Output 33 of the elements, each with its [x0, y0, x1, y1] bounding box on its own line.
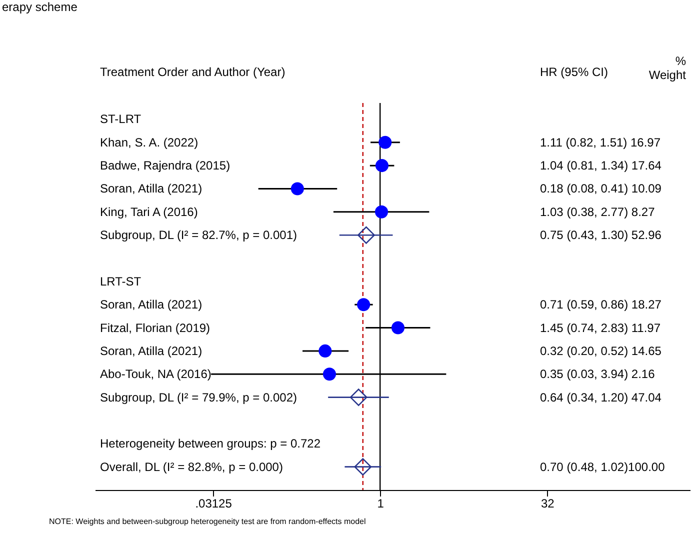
annotation: 1.45 (0.74, 2.83) 11.97	[540, 320, 661, 335]
annotation: 0.70 (0.48, 1.02)100.00	[540, 460, 666, 474]
x-tick-label: .03125	[195, 496, 232, 510]
y-tick-label: Heterogeneity between groups: p = 0.722	[100, 436, 321, 451]
text: NOTE: Weights and between-subgroup heterogeneity test are from random-effects model	[49, 517, 366, 526]
x-tick-label: 32	[540, 496, 555, 510]
y-axis-title: Treatment Order and Author (Year)	[100, 65, 286, 79]
text: HR (95% CI)	[540, 65, 608, 79]
y-tick-label: Abo-Touk, NA (2016)	[100, 367, 212, 382]
annotation: 0.32 (0.20, 0.52) 14.65	[540, 344, 662, 358]
chart-title: erapy scheme	[2, 0, 78, 14]
annotation: 0.18 (0.08, 0.41) 10.09	[540, 182, 662, 196]
annotation: 1.03 (0.38, 2.77) 8.27	[540, 204, 656, 219]
annotation: 0.35 (0.03, 3.94) 2.16	[540, 367, 656, 382]
y-tick-label: ST-LRT	[100, 112, 142, 126]
y-tick-label: Soran, Atilla (2021)	[100, 298, 202, 312]
y-tick-label: LRT-ST	[100, 274, 142, 288]
y-tick-label: Subgroup, DL (I² = 79.9%, p = 0.002)	[100, 390, 298, 404]
y-tick-label: Soran, Atilla (2021)	[100, 344, 202, 358]
y-tick-label: King, Tari A (2016)	[100, 204, 198, 219]
y-tick-label: Subgroup, DL (I² = 82.7%, p = 0.001)	[100, 228, 298, 242]
annotation: 1.11 (0.82, 1.51) 16.97	[540, 135, 661, 150]
x-tick-label: 1	[377, 496, 384, 510]
y-tick-label: Fitzal, Florian (2019)	[100, 320, 210, 335]
text: % Weight	[648, 54, 687, 82]
y-tick-label: Overall, DL (I² = 82.8%, p = 0.000)	[100, 460, 283, 474]
y-tick-label: Khan, S. A. (2022)	[100, 135, 198, 150]
annotation: 0.71 (0.59, 0.86) 18.27	[540, 298, 662, 312]
annotation: 0.75 (0.43, 1.30) 52.96	[540, 228, 662, 242]
y-tick-label: Soran, Atilla (2021)	[100, 182, 202, 196]
annotation: 0.64 (0.34, 1.20) 47.04	[540, 390, 662, 404]
y-tick-label: Badwe, Rajendra (2015)	[100, 158, 230, 173]
annotation: 1.04 (0.81, 1.34) 17.64	[540, 158, 662, 173]
